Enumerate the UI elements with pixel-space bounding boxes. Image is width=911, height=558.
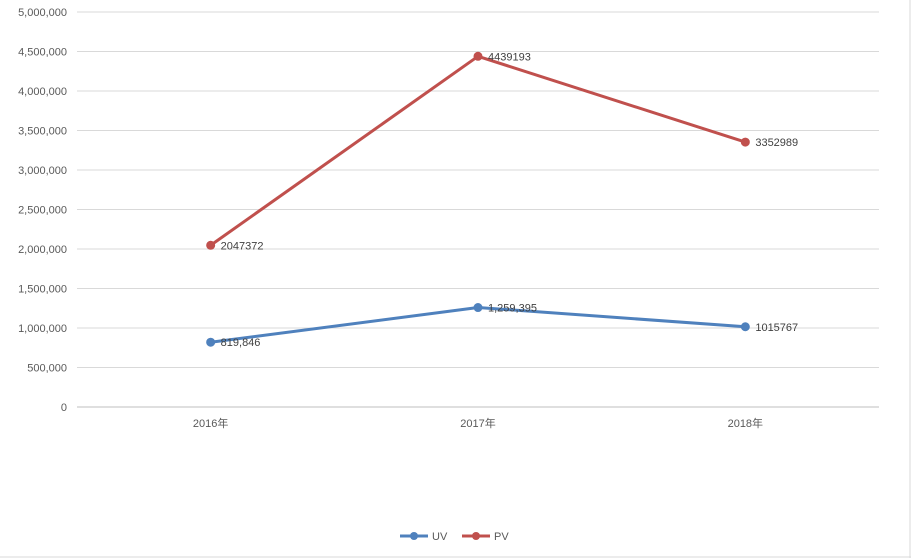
data-point <box>740 322 750 332</box>
data-label: 1,259,395 <box>488 303 537 315</box>
y-tick-label: 5,000,000 <box>18 7 67 19</box>
y-axis: 0 500,000 1,000,000 1,500,000 2,000,000 2,500… <box>18 7 67 414</box>
x-tick-label: 2018年 <box>728 416 763 430</box>
data-point <box>206 240 216 250</box>
legend-item-pv: PV <box>462 531 509 543</box>
legend-item-uv: UV <box>400 531 448 543</box>
x-axis: 2016年 2017年 2018年 <box>77 406 879 430</box>
y-tick-label: 4,000,000 <box>18 86 67 98</box>
y-tick-label: 4,500,000 <box>18 47 67 59</box>
series-uv: 819,846 1,259,395 1015767 <box>206 303 798 349</box>
data-point <box>740 137 750 147</box>
data-label: 2047372 <box>221 240 264 252</box>
legend-label: PV <box>494 531 509 543</box>
data-point <box>206 337 216 347</box>
y-tick-label: 1,000,000 <box>18 323 67 335</box>
legend: UV PV <box>400 531 509 543</box>
data-label: 1015767 <box>755 322 798 334</box>
legend-marker <box>472 532 480 540</box>
y-tick-label: 1,500,000 <box>18 284 67 296</box>
y-tick-label: 500,000 <box>27 363 67 375</box>
x-tick-label: 2016年 <box>193 416 228 430</box>
y-tick-label: 3,000,000 <box>18 165 67 177</box>
y-tick-label: 2,000,000 <box>18 244 67 256</box>
y-tick-label: 2,500,000 <box>18 205 67 217</box>
y-tick-label: 0 <box>61 402 67 414</box>
data-label: 819,846 <box>221 337 261 349</box>
x-tick-label: 2017年 <box>460 416 495 430</box>
series-pv: 2047372 4439193 3352989 <box>206 51 798 252</box>
data-point <box>473 303 483 313</box>
data-point <box>473 51 483 61</box>
y-tick-label: 3,500,000 <box>18 126 67 138</box>
legend-marker <box>410 532 418 540</box>
data-label: 3352989 <box>755 137 798 149</box>
data-label: 4439193 <box>488 51 531 63</box>
legend-label: UV <box>432 531 448 543</box>
series-layer: 819,846 1,259,395 1015767 2047372 4439193 335… <box>206 51 798 349</box>
